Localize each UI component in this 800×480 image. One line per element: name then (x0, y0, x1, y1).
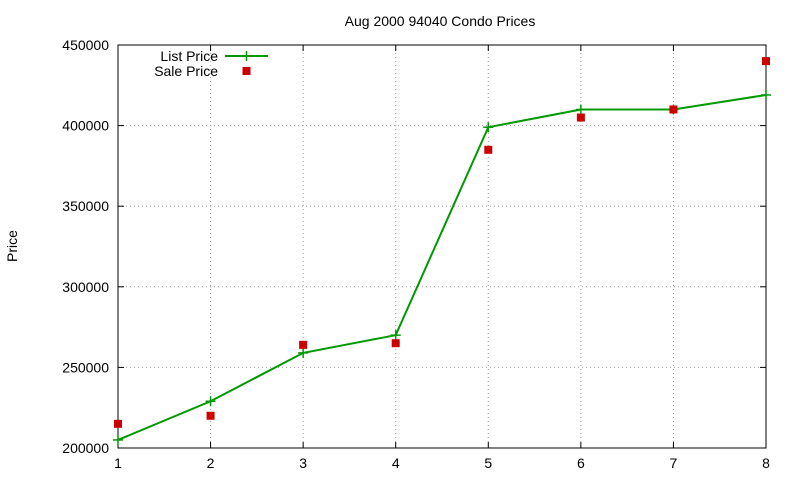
y-tick-label: 450000 (62, 37, 109, 53)
list-price-point (205, 396, 216, 407)
x-tick-label: 2 (207, 455, 215, 471)
sale-price-point (576, 113, 585, 122)
chart-title: Aug 2000 94040 Condo Prices (345, 13, 536, 29)
list-price-point (483, 122, 494, 133)
list-price-point (575, 104, 586, 115)
sale-price-point (391, 339, 400, 348)
x-tick-label: 8 (762, 455, 770, 471)
y-tick-label: 300000 (62, 279, 109, 295)
sale-price-point (669, 105, 678, 114)
sale-price-point (484, 145, 493, 154)
axis-ticks: 1 2 3 4 5 6 7 8 200000 250000 300000 350000 400000 45… (62, 37, 770, 471)
series (113, 57, 771, 445)
legend-sample-marker (242, 67, 251, 75)
y-tick-label: 200000 (62, 440, 109, 456)
x-tick-label: 6 (577, 455, 585, 471)
sale-price-point (114, 419, 122, 428)
sale-price-point (762, 57, 770, 66)
x-tick-label: 7 (670, 455, 678, 471)
legend-label-sale-price: Sale Price (154, 63, 218, 79)
list-price-point (298, 347, 309, 358)
sale-price-point (206, 411, 215, 420)
x-tick-label: 3 (299, 455, 307, 471)
y-axis-label: Price (4, 230, 20, 262)
y-tick-label: 250000 (62, 359, 109, 375)
legend-sample-marker (241, 51, 252, 61)
plot-frame (117, 44, 767, 449)
sale-price-point (299, 340, 308, 349)
list-price-line (117, 93, 767, 441)
list-price-point (761, 89, 771, 100)
series-list-price (113, 89, 771, 445)
y-tick-label: 400000 (62, 118, 109, 134)
list-price-point (390, 330, 401, 341)
y-tick-label: 350000 (62, 198, 109, 214)
list-price-point (113, 434, 123, 445)
legend-label-list-price: List Price (160, 48, 218, 64)
x-tick-label: 4 (392, 455, 400, 471)
x-tick-label: 1 (114, 455, 122, 471)
series-sale-price (114, 57, 770, 428)
grid (118, 45, 766, 448)
x-tick-label: 5 (484, 455, 492, 471)
